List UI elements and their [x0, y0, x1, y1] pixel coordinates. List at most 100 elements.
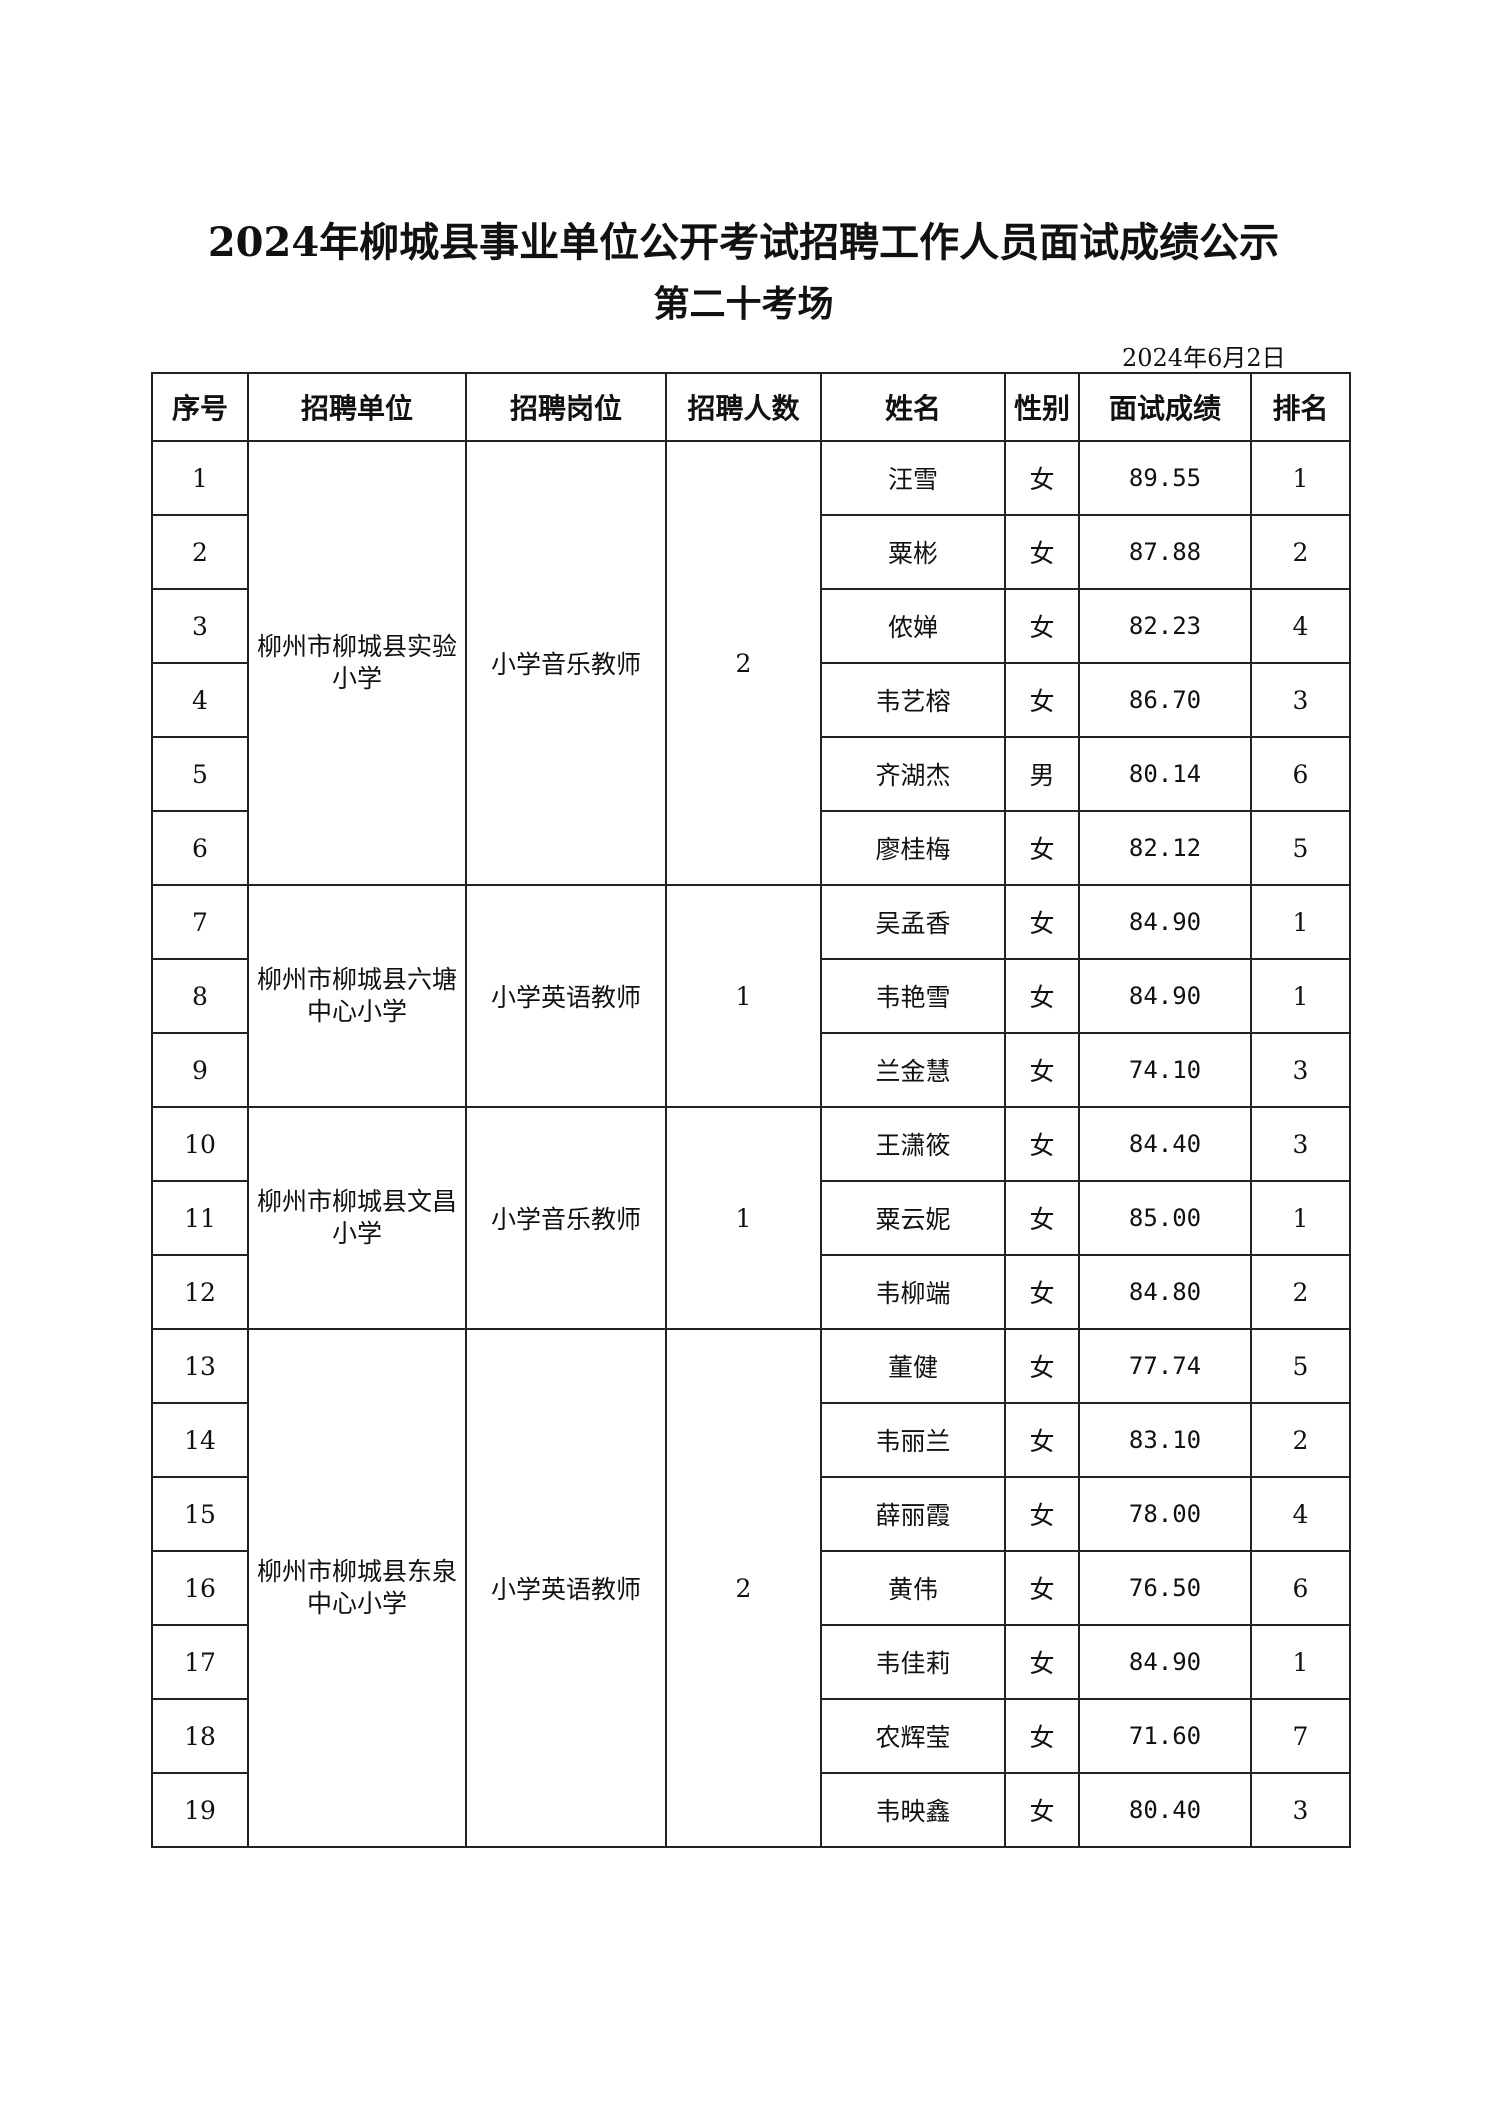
recruiting-count: 1: [665, 1106, 822, 1330]
interview-score: 84.90: [1078, 958, 1252, 1034]
row-no: 9: [151, 1032, 249, 1108]
table-row: 19 韦映鑫女 80.40 3: [151, 1772, 1351, 1848]
candidate-name: 薛丽霞: [820, 1476, 1006, 1552]
candidate-name: 廖桂梅: [820, 810, 1006, 886]
page-subtitle: 第二十考场: [653, 283, 834, 325]
candidate-gender: 女: [1004, 1402, 1080, 1478]
table-row: 1 柳州市柳城县实验小学 小学音乐教师 2 汪雪女 89.55 1: [151, 440, 1351, 886]
row-no: 17: [151, 1624, 249, 1700]
candidate-name: 齐湖杰: [820, 736, 1006, 812]
header-row: 序号 招聘单位 招聘岗位 招聘人数 姓名 性别 面试成绩 排名: [151, 372, 1351, 442]
candidate-gender: 女: [1004, 1106, 1080, 1182]
table-row: 5 齐湖杰男 80.14 6: [151, 736, 1351, 812]
candidate-gender: 女: [1004, 1772, 1080, 1848]
row-no: 14: [151, 1402, 249, 1478]
interview-score: 83.10: [1078, 1402, 1252, 1478]
candidate-gender: 女: [1004, 1476, 1080, 1552]
table-row: 18 农辉莹女 71.60 7: [151, 1698, 1351, 1774]
candidate-name: 韦丽兰: [820, 1402, 1006, 1478]
header-no: 序号: [151, 372, 249, 442]
row-no: 18: [151, 1698, 249, 1774]
candidate-rank: 3: [1250, 1772, 1351, 1848]
candidate-rank: 3: [1250, 1106, 1351, 1182]
candidate-gender: 女: [1004, 588, 1080, 664]
row-no: 19: [151, 1772, 249, 1848]
candidate-name: 粟彬: [820, 514, 1006, 590]
recruiting-count: 2: [665, 440, 822, 886]
recruiting-position: 小学音乐教师: [465, 1106, 667, 1330]
table-row: 13 柳州市柳城县东泉中心小学 小学英语教师 2 董健女 77.74 5: [151, 1328, 1351, 1848]
candidate-gender: 女: [1004, 662, 1080, 738]
interview-score: 80.40: [1078, 1772, 1252, 1848]
interview-score: 84.90: [1078, 1624, 1252, 1700]
row-no: 3: [151, 588, 249, 664]
interview-score: 76.50: [1078, 1550, 1252, 1626]
table-row: 3 侬婵女 82.23 4: [151, 588, 1351, 664]
row-no: 12: [151, 1254, 249, 1330]
candidate-rank: 1: [1250, 1624, 1351, 1700]
interview-score: 84.90: [1078, 884, 1252, 960]
row-no: 1: [151, 440, 249, 516]
interview-score: 74.10: [1078, 1032, 1252, 1108]
row-no: 6: [151, 810, 249, 886]
candidate-rank: 3: [1250, 1032, 1351, 1108]
interview-score: 87.88: [1078, 514, 1252, 590]
recruiting-position: 小学英语教师: [465, 884, 667, 1108]
interview-score: 71.60: [1078, 1698, 1252, 1774]
table-row: 6 廖桂梅女 82.12 5: [151, 810, 1351, 886]
row-no: 11: [151, 1180, 249, 1256]
row-no: 16: [151, 1550, 249, 1626]
interview-score: 84.80: [1078, 1254, 1252, 1330]
candidate-gender: 女: [1004, 1328, 1080, 1404]
row-no: 13: [151, 1328, 249, 1404]
candidate-name: 吴孟香: [820, 884, 1006, 960]
candidate-rank: 2: [1250, 1254, 1351, 1330]
interview-score: 80.14: [1078, 736, 1252, 812]
interview-score: 82.23: [1078, 588, 1252, 664]
candidate-gender: 女: [1004, 1032, 1080, 1108]
results-table: 序号 招聘单位 招聘岗位 招聘人数 姓名 性别 面试成绩 排名 1 柳州市柳城县实…: [151, 372, 1351, 1848]
candidate-gender: 女: [1004, 1254, 1080, 1330]
row-no: 2: [151, 514, 249, 590]
recruiting-unit: 柳州市柳城县实验小学: [247, 440, 467, 886]
header-position: 招聘岗位: [465, 372, 667, 442]
interview-score: 77.74: [1078, 1328, 1252, 1404]
table-row: 15 薛丽霞女 78.00 4: [151, 1476, 1351, 1552]
table-row: 2 粟彬女 87.88 2: [151, 514, 1351, 590]
candidate-name: 汪雪: [820, 440, 1006, 516]
candidate-rank: 5: [1250, 810, 1351, 886]
table-row: 9 兰金慧女 74.10 3: [151, 1032, 1351, 1108]
candidate-rank: 1: [1250, 884, 1351, 960]
table-row: 17 韦佳莉女 84.90 1: [151, 1624, 1351, 1700]
table-row: 8 韦艳雪女 84.90 1: [151, 958, 1351, 1034]
candidate-name: 农辉莹: [820, 1698, 1006, 1774]
table-row: 16 黄伟女 76.50 6: [151, 1550, 1351, 1626]
candidate-gender: 女: [1004, 1698, 1080, 1774]
interview-score: 85.00: [1078, 1180, 1252, 1256]
interview-score: 84.40: [1078, 1106, 1252, 1182]
candidate-name: 黄伟: [820, 1550, 1006, 1626]
header-gender: 性别: [1004, 372, 1080, 442]
header-rank: 排名: [1250, 372, 1351, 442]
candidate-gender: 女: [1004, 1550, 1080, 1626]
table-row: 12 韦柳端女 84.80 2: [151, 1254, 1351, 1330]
publish-date: 2024年6月2日: [1122, 344, 1286, 372]
candidate-name: 兰金慧: [820, 1032, 1006, 1108]
recruiting-count: 2: [665, 1328, 822, 1848]
candidate-rank: 7: [1250, 1698, 1351, 1774]
header-name: 姓名: [820, 372, 1006, 442]
candidate-name: 韦佳莉: [820, 1624, 1006, 1700]
row-no: 7: [151, 884, 249, 960]
recruiting-unit: 柳州市柳城县文昌小学: [247, 1106, 467, 1330]
row-no: 4: [151, 662, 249, 738]
candidate-gender: 女: [1004, 958, 1080, 1034]
candidate-rank: 1: [1250, 440, 1351, 516]
candidate-gender: 女: [1004, 884, 1080, 960]
interview-score: 78.00: [1078, 1476, 1252, 1552]
candidate-rank: 2: [1250, 514, 1351, 590]
recruiting-count: 1: [665, 884, 822, 1108]
recruiting-position: 小学英语教师: [465, 1328, 667, 1848]
table-row: 7 柳州市柳城县六塘中心小学 小学英语教师 1 吴孟香女 84.90 1: [151, 884, 1351, 1108]
candidate-rank: 3: [1250, 662, 1351, 738]
table-row: 4 韦艺榕女 86.70 3: [151, 662, 1351, 738]
